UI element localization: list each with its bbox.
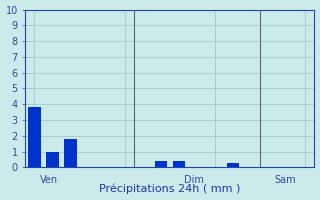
Bar <box>64 139 77 167</box>
Bar <box>227 163 239 167</box>
Text: Dim: Dim <box>184 175 204 185</box>
Text: Sam: Sam <box>275 175 296 185</box>
Bar <box>46 152 59 167</box>
X-axis label: Précipitations 24h ( mm ): Précipitations 24h ( mm ) <box>99 184 241 194</box>
Bar <box>28 107 41 167</box>
Bar <box>155 161 167 167</box>
Text: Ven: Ven <box>40 175 58 185</box>
Bar <box>173 161 185 167</box>
